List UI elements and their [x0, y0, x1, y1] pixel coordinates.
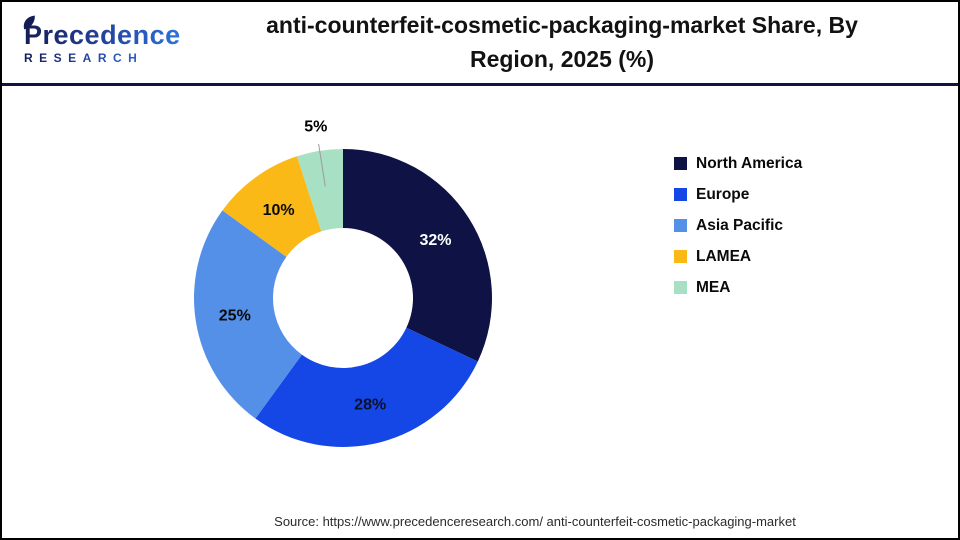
slice-label-asia-pacific: 25% [219, 308, 251, 325]
legend-swatch-north-america [674, 157, 687, 170]
page-title: anti-counterfeit-cosmetic-packaging-mark… [192, 9, 958, 76]
legend-swatch-europe [674, 188, 687, 201]
legend-swatch-mea [674, 281, 687, 294]
slice-label-lamea: 10% [263, 202, 295, 219]
legend-label-europe: Europe [696, 185, 750, 203]
legend-swatch-asia-pacific [674, 219, 687, 232]
source-note: Source: https://www.precedenceresearch.c… [274, 514, 796, 529]
legend-item-europe: Europe [674, 179, 802, 210]
label-leader-line [318, 143, 326, 187]
legend-item-lamea: LAMEA [674, 241, 802, 272]
slice-label-europe: 28% [354, 397, 386, 414]
donut-chart: 32% 28% 25% 10% 5% [194, 119, 493, 447]
legend-label-lamea: LAMEA [696, 247, 752, 265]
legend-label-mea: MEA [696, 278, 731, 296]
slice-asia-pacific [194, 210, 302, 419]
legend-label-north-america: North America [696, 154, 803, 172]
legend-swatch-lamea [674, 250, 687, 263]
leaf-icon [23, 15, 35, 29]
slice-lamea [222, 156, 322, 257]
title-line-2: Region, 2025 (%) [469, 45, 655, 72]
title-line-1: anti-counterfeit-cosmetic-packaging-mark… [266, 12, 858, 39]
slice-label-north-america: 32% [419, 232, 451, 249]
slice-label-mea: 5% [304, 119, 327, 136]
slice-north-america [343, 149, 493, 362]
slice-mea [296, 149, 343, 232]
legend-label-asia-pacific: Asia Pacific [696, 216, 784, 234]
logo-wordmark: Precedence [24, 21, 192, 49]
legend-item-mea: MEA [674, 272, 802, 303]
header: Precedence RESEARCH anti-counterfeit-cos… [2, 2, 958, 86]
logo-subtext: RESEARCH [24, 52, 192, 64]
legend-item-north-america: North America [674, 148, 802, 179]
slice-europe [255, 327, 478, 447]
brand-logo: Precedence RESEARCH [2, 15, 192, 64]
legend: North America Europe Asia Pacific LAMEA MEA [674, 148, 802, 303]
legend-item-asia-pacific: Asia Pacific [674, 210, 802, 241]
